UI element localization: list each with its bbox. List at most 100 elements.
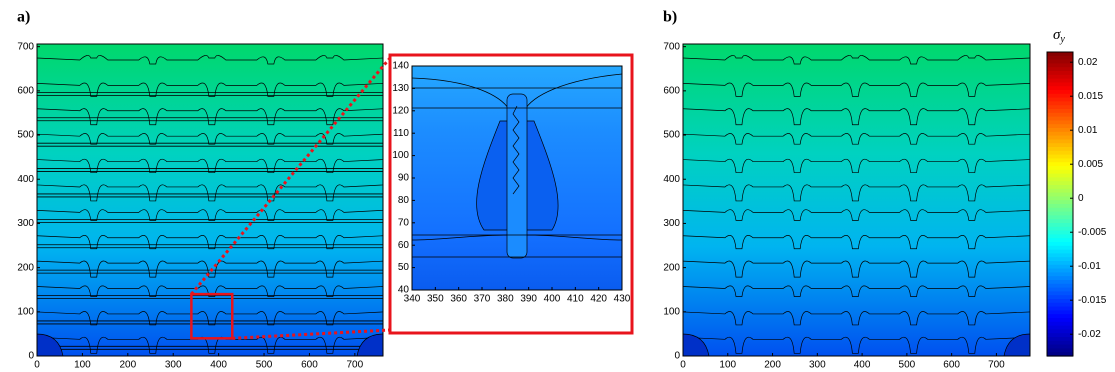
- x-tick-label: 400: [544, 294, 561, 305]
- x-tick-label: 300: [165, 360, 182, 371]
- colorbar-tick-label: 0.01: [1078, 125, 1098, 136]
- colorbar-strip: [1047, 93, 1073, 99]
- x-tick-label: 700: [347, 360, 364, 371]
- contour-line: [682, 311, 1031, 326]
- contour-line: [36, 82, 384, 97]
- colorbar-title: σy: [1053, 27, 1065, 45]
- y-tick-label: 500: [17, 130, 34, 141]
- x-tick-label: 430: [614, 294, 631, 305]
- colorbar-strip: [1047, 188, 1073, 194]
- colorbar-strip: [1047, 211, 1073, 216]
- contour-line: [682, 82, 1031, 97]
- colorbar-strip: [1047, 310, 1073, 315]
- y-tick-label: 400: [17, 174, 34, 185]
- contour-line: [682, 133, 1031, 145]
- y-tick-label: 200: [663, 262, 680, 273]
- colorbar-tick-label: -0.005: [1078, 227, 1107, 238]
- contour-line: [36, 133, 384, 145]
- colorbar-tick-label: 0.02: [1078, 57, 1098, 68]
- plot-frame: [682, 43, 1031, 357]
- colorbar-strip: [1047, 264, 1073, 270]
- x-tick-label: 400: [210, 360, 227, 371]
- y-tick-label: 40: [398, 285, 410, 296]
- colorbar-strip: [1047, 169, 1073, 175]
- contour-field: [683, 44, 1030, 356]
- colorbar-strip: [1047, 185, 1073, 190]
- colorbar-strip: [1047, 101, 1073, 106]
- colorbar-strip: [1047, 261, 1073, 266]
- colorbar-tick-label: 0: [1078, 193, 1084, 204]
- y-tick-label: 70: [398, 217, 410, 228]
- y-tick-label: 200: [17, 262, 34, 273]
- colorbar-strip: [1047, 253, 1073, 258]
- colorbar-strip: [1047, 280, 1073, 285]
- inset-frame: [388, 53, 634, 335]
- colorbar-strip: [1047, 67, 1073, 72]
- colorbar-strip: [1047, 120, 1073, 125]
- colorbar-strip: [1047, 268, 1073, 273]
- contour-line: [36, 108, 384, 126]
- colorbar-strip: [1047, 154, 1073, 159]
- contour-line: [682, 55, 1031, 65]
- y-tick-label: 500: [663, 130, 680, 141]
- y-tick-label: 300: [663, 218, 680, 229]
- x-tick-label: 350: [427, 294, 444, 305]
- colorbar-strip: [1047, 82, 1073, 87]
- zoom-box: [190, 292, 234, 340]
- colorbar-strip: [1047, 272, 1073, 277]
- contour-line: [36, 260, 384, 278]
- y-tick-label: 600: [663, 85, 680, 96]
- y-tick-label: 0: [28, 351, 34, 362]
- colorbar-strip: [1047, 105, 1073, 110]
- colorbar-strip: [1047, 97, 1073, 102]
- colorbar-tick-label: -0.02: [1078, 329, 1101, 340]
- colorbar-strip: [1047, 90, 1073, 95]
- x-tick-label: 100: [719, 360, 736, 371]
- colorbar-strip: [1047, 109, 1073, 114]
- colorbar-strip: [1047, 181, 1073, 186]
- x-tick-label: 0: [34, 360, 40, 371]
- colorbar-subscript: y: [1059, 34, 1065, 45]
- x-tick-label: 420: [590, 294, 607, 305]
- colorbar-strip: [1047, 333, 1073, 338]
- contour-line: [36, 235, 384, 250]
- y-tick-label: 50: [398, 262, 410, 273]
- colorbar-strip: [1047, 59, 1073, 64]
- contour-line: [36, 285, 384, 297]
- colorbar-strip: [1047, 71, 1073, 76]
- contour-line: [682, 235, 1031, 250]
- y-tick-label: 60: [398, 240, 410, 251]
- colorbar-strip: [1047, 348, 1073, 353]
- x-tick-label: 360: [450, 294, 467, 305]
- contour-line: [36, 336, 384, 354]
- contour-line: [682, 336, 1031, 354]
- y-tick-label: 300: [17, 218, 34, 229]
- colorbar-strip: [1047, 192, 1073, 197]
- colorbar-strip: [1047, 63, 1073, 68]
- colorbar-strip: [1047, 150, 1073, 156]
- colorbar-strip: [1047, 112, 1073, 118]
- x-tick-label: 600: [943, 360, 960, 371]
- colorbar-strip: [1047, 223, 1073, 228]
- y-tick-label: 140: [392, 61, 409, 72]
- colorbar-strip: [1047, 321, 1073, 327]
- colorbar-tick-label: 0.015: [1078, 91, 1103, 102]
- x-tick-label: 500: [899, 360, 916, 371]
- y-tick-label: 100: [663, 306, 680, 317]
- contour-line: [682, 184, 1031, 202]
- colorbar-strip: [1047, 52, 1073, 57]
- colorbar-strip: [1047, 337, 1073, 342]
- colorbar-strip: [1047, 226, 1073, 232]
- x-tick-label: 200: [119, 360, 136, 371]
- panel-label: a): [17, 9, 30, 26]
- colorbar-strip: [1047, 299, 1073, 304]
- contour-line: [36, 311, 384, 326]
- contour-line: [682, 108, 1031, 126]
- colorbar-strip: [1047, 249, 1073, 254]
- colorbar-strip: [1047, 352, 1073, 357]
- zoom-connector: [232, 328, 391, 340]
- colorbar-strip: [1047, 219, 1073, 224]
- x-tick-label: 390: [520, 294, 537, 305]
- colorbar-strip: [1047, 55, 1073, 61]
- plot-frame: [36, 43, 384, 357]
